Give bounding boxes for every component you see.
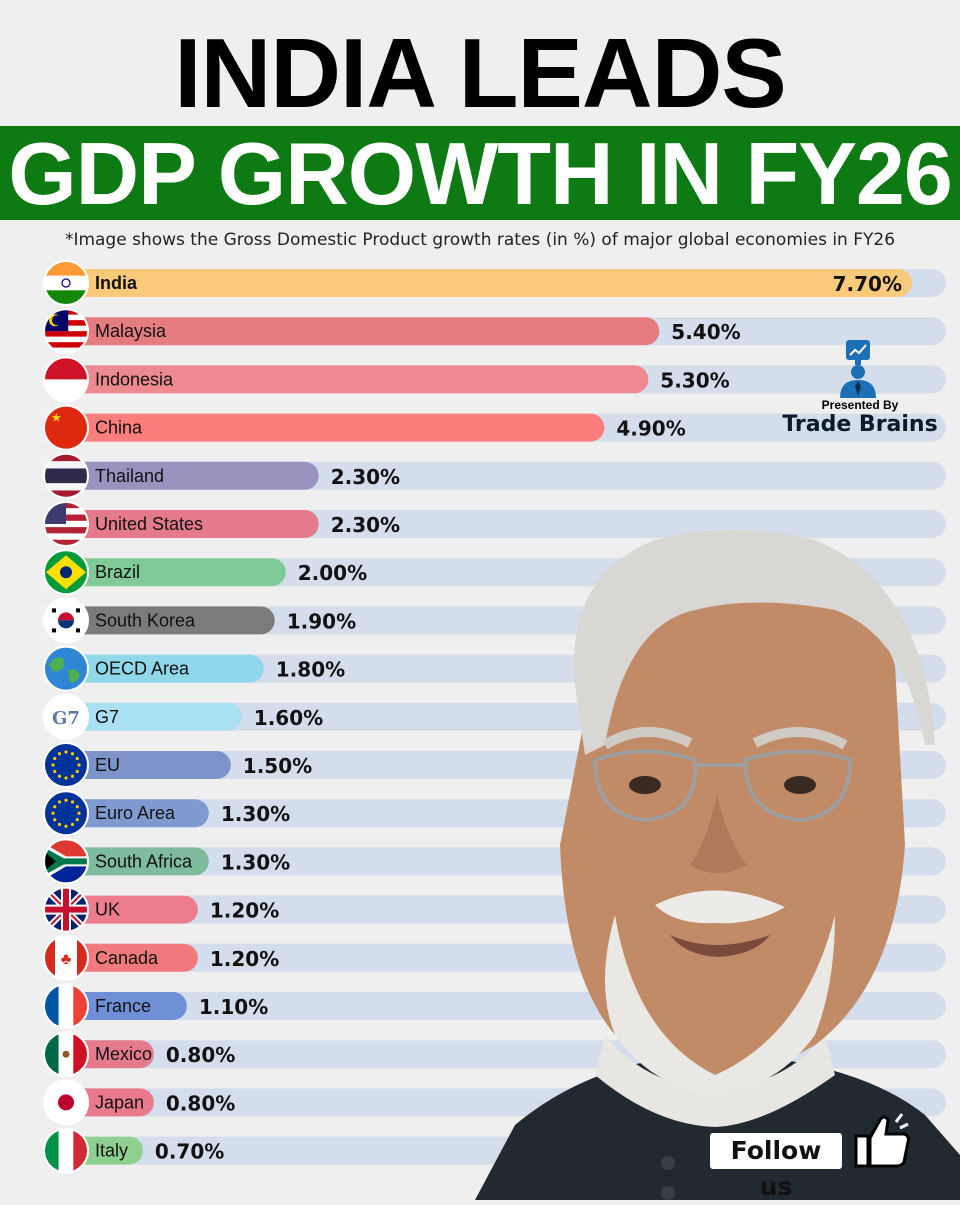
category-label: Malaysia (95, 321, 167, 341)
presented-by-label: Presented By (821, 398, 899, 412)
globe-icon (43, 645, 89, 692)
bar (66, 702, 242, 731)
value-label: 1.50% (243, 754, 312, 778)
mexico-flag-icon (43, 1031, 89, 1078)
brand-name: Trade Brains (782, 412, 938, 437)
value-label: 2.30% (331, 513, 400, 537)
category-label: China (95, 418, 143, 438)
bar (66, 751, 231, 779)
category-label: Euro Area (95, 803, 176, 823)
category-label: OECD Area (95, 659, 190, 679)
bar (66, 799, 209, 828)
bar-row-thailand: Thailand 2.30% (43, 452, 946, 499)
businessman-chart-icon (840, 340, 876, 398)
bar (66, 847, 209, 876)
category-label: Canada (95, 948, 159, 968)
bar (66, 895, 198, 924)
value-label: 1.30% (221, 802, 290, 826)
bar (66, 317, 660, 346)
italy-flag-icon (43, 1127, 89, 1174)
value-label: 5.40% (671, 320, 740, 344)
presented-by-badge: Presented By Trade Brains (780, 340, 940, 440)
bar-row-china: ★ China 4.90% (43, 404, 946, 451)
uk-flag-icon (43, 886, 89, 933)
south-africa-flag-icon (43, 838, 89, 885)
value-label: 2.30% (331, 465, 400, 489)
title-band: GDP GROWTH IN FY26 (0, 124, 960, 223)
category-label: EU (95, 755, 120, 775)
malaysia-flag-icon (43, 308, 89, 355)
japan-flag-icon (43, 1079, 89, 1126)
category-label: Brazil (95, 562, 140, 582)
south-korea-flag-icon (43, 597, 89, 644)
value-label: 0.80% (166, 1043, 235, 1067)
category-label: India (95, 273, 138, 293)
united-states-flag-icon (43, 501, 89, 547)
value-label: 4.90% (616, 417, 685, 441)
bar (66, 1088, 154, 1117)
bar (66, 943, 198, 972)
value-label: 5.30% (660, 368, 729, 392)
china-flag-icon: ★ (43, 404, 89, 451)
bar (66, 558, 286, 587)
bar (66, 1040, 154, 1069)
category-label: France (95, 996, 151, 1016)
bar (66, 461, 319, 490)
category-label: Italy (95, 1141, 128, 1161)
category-label: South Africa (95, 851, 193, 871)
svg-text:♣: ♣ (61, 951, 72, 968)
category-label: G7 (95, 707, 119, 727)
category-label: Thailand (95, 466, 164, 486)
category-label: Indonesia (95, 369, 174, 389)
category-label: Mexico (95, 1044, 152, 1064)
category-label: South Korea (95, 610, 196, 630)
svg-text:G7: G7 (52, 708, 80, 729)
value-label: 1.60% (254, 706, 323, 730)
value-label: 1.30% (221, 850, 290, 874)
chart-subtitle: *Image shows the Gross Domestic Product … (64, 230, 896, 250)
follow-us-button[interactable]: Follow us (710, 1133, 842, 1201)
svg-text:★: ★ (51, 411, 62, 425)
category-label: Japan (95, 1092, 144, 1112)
category-label: United States (95, 514, 203, 534)
thailand-flag-icon (43, 452, 89, 499)
chart-title-line-2: GDP GROWTH IN FY26 (8, 124, 953, 223)
bar-row-indonesia: Indonesia 5.30% (43, 356, 946, 403)
france-flag-icon (43, 983, 89, 1029)
bar-row-india: India 7.70% (43, 260, 946, 306)
value-label: 7.70% (833, 272, 902, 296)
eu-flag-icon (43, 742, 89, 788)
bar-row-japan: Japan 0.80% (43, 1079, 946, 1126)
bar-row-malaysia: Malaysia 5.40% (43, 308, 946, 355)
bar (66, 654, 264, 683)
india-flag-icon (43, 260, 89, 306)
indonesia-flag-icon (43, 356, 89, 403)
g7-logo-icon: G7 (43, 693, 89, 740)
bar (66, 510, 319, 538)
thumbs-up-icon[interactable] (850, 1110, 912, 1170)
bar (66, 365, 649, 394)
value-label: 0.80% (166, 1091, 235, 1115)
canada-flag-icon: ♣ (43, 934, 89, 981)
brazil-flag-icon (43, 549, 89, 596)
bar (66, 606, 275, 635)
value-label: 1.90% (287, 609, 356, 633)
value-label: 1.20% (210, 899, 279, 923)
value-label: 1.80% (276, 658, 345, 682)
bar (66, 992, 187, 1020)
category-label: UK (95, 900, 120, 920)
person-portrait (475, 530, 960, 1200)
value-label: 0.70% (155, 1140, 224, 1164)
euro-area-flag-icon (43, 790, 89, 837)
value-label: 1.20% (210, 947, 279, 971)
value-label: 2.00% (298, 561, 367, 585)
bar (66, 413, 605, 442)
bar (66, 269, 912, 297)
value-label: 1.10% (199, 995, 268, 1019)
